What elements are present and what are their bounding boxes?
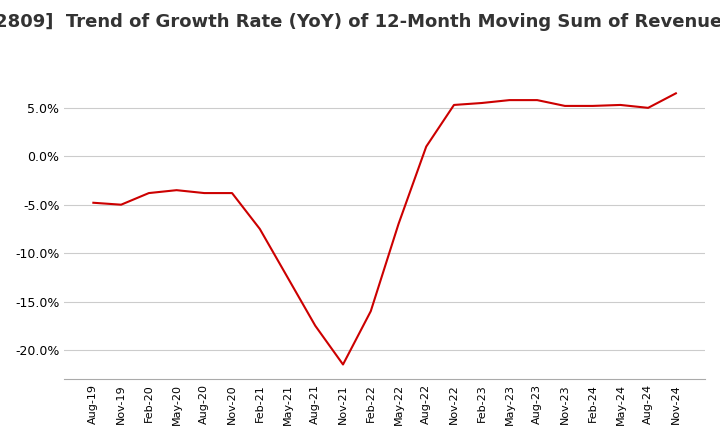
Text: [2809]  Trend of Growth Rate (YoY) of 12-Month Moving Sum of Revenues: [2809] Trend of Growth Rate (YoY) of 12-… (0, 13, 720, 31)
